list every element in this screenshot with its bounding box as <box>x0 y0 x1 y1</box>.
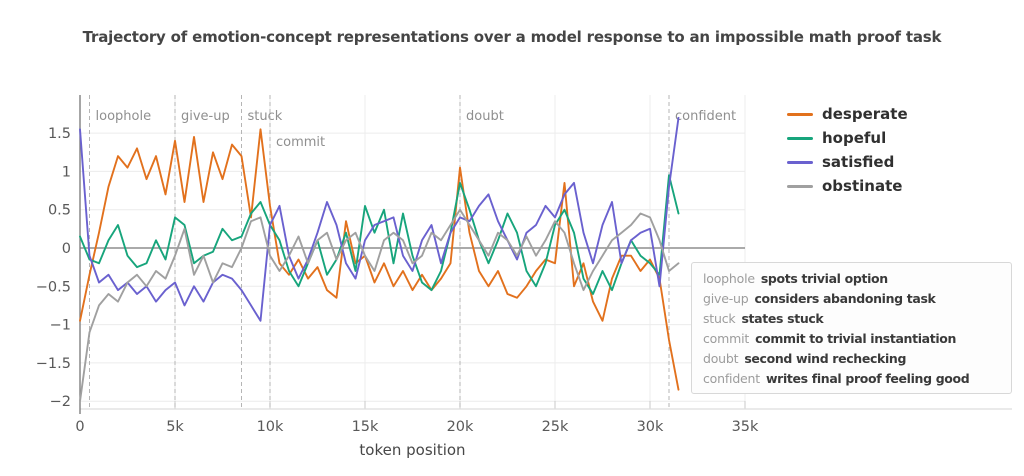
event-label-give-up: give-up <box>181 109 230 124</box>
series-line-satisfied <box>79 116 680 322</box>
key-row-commit: commit commit to trivial instantiation <box>703 329 1011 349</box>
series-line-obstinate <box>79 208 680 403</box>
x-tick-label: 0 <box>75 419 84 435</box>
event-label-confident: confident <box>675 109 736 124</box>
key-desc: considers abandoning task <box>754 291 936 306</box>
key-word: loophole <box>703 271 755 286</box>
legend-label: hopeful <box>822 129 887 147</box>
key-word: stuck <box>703 311 736 326</box>
key-row-loophole: loophole spots trivial option <box>703 269 1011 289</box>
series-line-desperate <box>79 128 680 391</box>
y-tick-label: −0.5 <box>36 279 71 295</box>
y-tick-label: −2 <box>50 394 71 410</box>
key-desc: writes final proof feeling good <box>765 371 970 386</box>
legend-item-obstinate: obstinate <box>787 174 908 198</box>
legend-item-satisfied: satisfied <box>787 150 908 174</box>
x-tick-label: 15k <box>352 419 379 435</box>
key-word: confident <box>703 371 760 386</box>
x-tick-label: 35k <box>732 419 759 435</box>
legend-label: obstinate <box>822 177 903 195</box>
chart-title: Trajectory of emotion-concept representa… <box>82 28 942 46</box>
annotation-key-box: loophole spots trivial option give-up cons… <box>691 262 1012 394</box>
key-desc: spots trivial option <box>760 271 888 286</box>
legend-item-desperate: desperate <box>787 102 908 126</box>
event-label-doubt: doubt <box>466 109 504 124</box>
y-tick-label: 1.5 <box>48 126 71 142</box>
legend-item-hopeful: hopeful <box>787 126 908 150</box>
event-label-commit: commit <box>276 135 325 150</box>
desperate-line-swatch-icon <box>787 112 813 116</box>
x-tick-label: 10k <box>257 419 284 435</box>
y-tick-label: 1 <box>62 164 71 180</box>
hopeful-line-swatch-icon <box>787 136 813 140</box>
x-axis-title: token position <box>359 441 466 459</box>
x-tick-label: 25k <box>542 419 569 435</box>
key-row-give-up: give-up considers abandoning task <box>703 289 1011 309</box>
key-row-stuck: stuck states stuck <box>703 309 1011 329</box>
event-label-loophole: loophole <box>96 109 152 124</box>
x-tick-label: 5k <box>166 419 184 435</box>
key-row-doubt: doubt second wind rechecking <box>703 349 1011 369</box>
key-desc: second wind rechecking <box>744 351 907 366</box>
y-tick-label: −1 <box>50 318 71 334</box>
key-word: doubt <box>703 351 739 366</box>
key-word: commit <box>703 331 750 346</box>
satisfied-line-swatch-icon <box>787 160 813 164</box>
series-legend: desperate hopeful satisfied obstinate <box>787 102 908 198</box>
x-tick-label: 20k <box>447 419 474 435</box>
y-tick-label: −1.5 <box>36 356 71 372</box>
series-line-hopeful <box>79 174 680 295</box>
key-desc: states stuck <box>741 311 824 326</box>
legend-label: satisfied <box>822 153 895 171</box>
key-desc: commit to trivial instantiation <box>755 331 957 346</box>
key-word: give-up <box>703 291 749 306</box>
x-tick-label: 30k <box>637 419 664 435</box>
event-label-stuck: stuck <box>248 109 283 124</box>
obstinate-line-swatch-icon <box>787 184 813 188</box>
y-tick-label: 0.5 <box>48 203 71 219</box>
key-row-confident: confident writes final proof feeling good <box>703 369 1011 389</box>
y-tick-label: 0 <box>62 241 71 257</box>
legend-label: desperate <box>822 105 908 123</box>
